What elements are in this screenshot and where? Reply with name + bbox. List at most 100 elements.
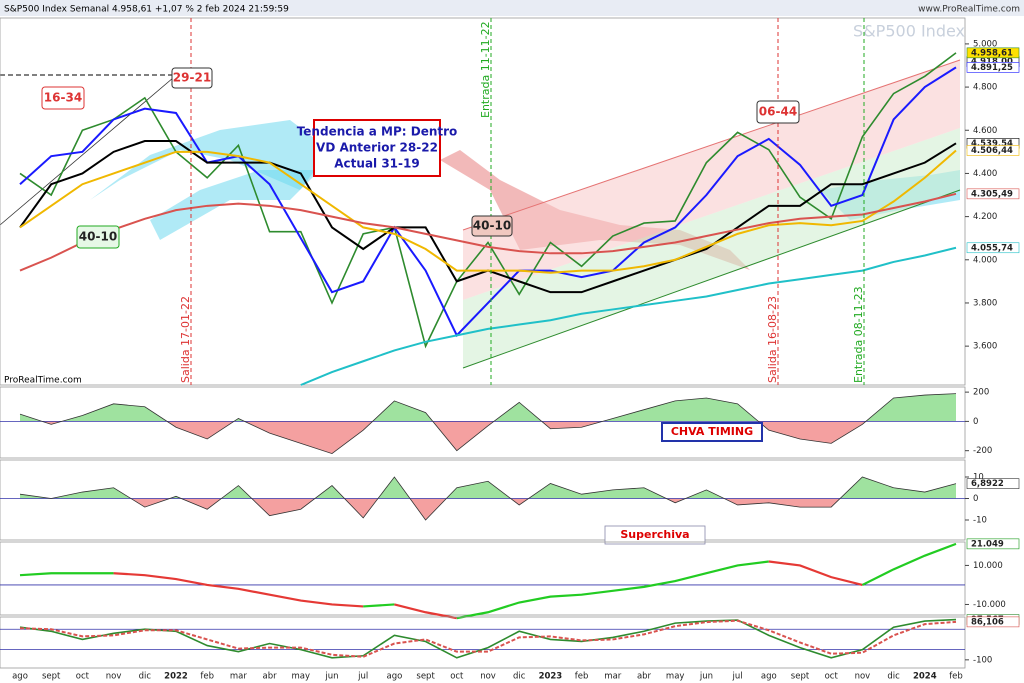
last-value: 86,106 <box>971 617 1004 627</box>
x-tick-label: may <box>292 672 311 682</box>
panel-border <box>0 616 966 669</box>
score-box <box>171 67 213 89</box>
last-value-box <box>966 616 1020 628</box>
x-tick-label: oct <box>76 672 90 682</box>
series-line <box>19 192 957 272</box>
x-tick-label: dic <box>887 672 900 682</box>
signal-label: Entrada 11-11-22 <box>479 21 492 118</box>
last-value: 6,8922 <box>971 479 1004 489</box>
indicator-title: CHVA TIMING <box>671 425 753 438</box>
x-tick-label: mar <box>604 672 621 682</box>
info-box <box>313 119 441 177</box>
indicator-title: Superchiva <box>620 528 689 541</box>
x-tick-label: oct <box>825 672 839 682</box>
x-tick-label: 2023 <box>539 672 563 682</box>
score: 40-10 <box>79 230 117 244</box>
plot: ago sept oct nov dic 2022 feb mar abr may jun jul ag… <box>0 17 1020 682</box>
indicator-line <box>19 393 957 455</box>
last-value-box <box>966 188 1020 200</box>
x-tick-label: 2022 <box>164 672 188 682</box>
last-value: 4.539,54 <box>971 139 1013 149</box>
series-line <box>300 246 957 386</box>
site-short: ProRealTime.com <box>4 376 82 386</box>
signal-label: Entrada 08-11-23 <box>852 286 865 383</box>
panel-border <box>0 17 966 386</box>
info-line: VD Anterior 28-22 <box>316 141 438 155</box>
x-tick-label: mar <box>230 672 247 682</box>
y-tick-label: 3.600 <box>973 342 997 352</box>
trend-line <box>768 560 863 587</box>
x-tick-label: jul <box>732 672 743 682</box>
x-tick-label: nov <box>106 672 122 682</box>
x-tick-label: may <box>666 672 685 682</box>
last-value: 4.055,74 <box>971 243 1013 253</box>
channel-upper <box>463 60 960 300</box>
channel-lower <box>463 128 960 368</box>
score-box <box>756 100 800 124</box>
y-tick-label: -10.000 <box>973 600 1006 610</box>
panel-border <box>0 541 966 616</box>
trend-line <box>861 542 957 586</box>
y-tick-label: -10 <box>973 516 987 526</box>
series-line <box>19 149 957 274</box>
y-tick-label: -100 <box>973 655 992 665</box>
indicator-line <box>19 476 957 521</box>
series-line <box>19 619 957 658</box>
y-tick-label: 10 <box>973 472 984 482</box>
watermark: S&P500 Index <box>853 22 965 41</box>
x-tick-label: abr <box>263 672 278 682</box>
header: S&P500 Index Semanal 4.958,61 +1,07 % 2 … <box>4 5 289 15</box>
last-value: 21.049 <box>971 539 1004 549</box>
x-tick-label: feb <box>949 672 963 682</box>
trend-line <box>0 71 181 226</box>
trend-line <box>394 603 458 620</box>
x-tick-label: jun <box>324 672 338 682</box>
y-tick-label: 4.400 <box>973 169 997 179</box>
last-value-box <box>966 538 1020 550</box>
negative-area <box>42 421 866 454</box>
title-box <box>604 525 706 545</box>
score: 16-34 <box>44 91 82 105</box>
title-box <box>661 422 763 442</box>
last-value-box <box>966 47 1020 59</box>
y-tick-label: 200 <box>973 388 989 398</box>
trend-line <box>363 603 395 608</box>
x-tick-label: ago <box>386 672 402 682</box>
x-tick-label: feb <box>575 672 589 682</box>
info-line: Actual 31-19 <box>334 157 419 171</box>
score: 40-10 <box>473 219 511 233</box>
positive-area <box>20 476 956 499</box>
y-tick-label: 10.000 <box>973 561 1003 571</box>
score: 29-21 <box>173 71 211 85</box>
x-tick-label: dic <box>139 672 152 682</box>
x-tick-label: nov <box>480 672 496 682</box>
last-value-box <box>966 62 1020 73</box>
score-box <box>76 225 120 249</box>
last-value: 4.305,49 <box>971 189 1013 199</box>
last-value: 4.506,44 <box>971 146 1013 156</box>
series-line <box>19 66 957 338</box>
last-value-box <box>966 145 1020 156</box>
y-tick-label: 4.600 <box>973 126 997 136</box>
header-bar <box>0 0 1024 16</box>
x-tick-label: jul <box>357 672 368 682</box>
trend-line <box>19 572 114 577</box>
positive-area <box>20 393 956 422</box>
score: 06-44 <box>759 105 797 119</box>
info-line: Tendencia a MP: Dentro <box>297 125 458 139</box>
signal-label: Salida 17-01-22 <box>179 296 192 383</box>
trend-line <box>456 560 769 620</box>
score-box <box>41 86 85 110</box>
x-tick-label: 2024 <box>913 672 937 682</box>
channel-line <box>462 189 961 369</box>
last-value: 4.958,61 <box>971 48 1013 58</box>
x-tick-label: sept <box>416 672 435 682</box>
y-tick-label: 4.000 <box>973 255 997 265</box>
x-tick-label: jun <box>699 672 713 682</box>
cloud <box>90 120 330 200</box>
last-value: 4.891,25 <box>971 63 1013 73</box>
y-tick-label: 5.000 <box>973 39 997 49</box>
x-tick-label: feb <box>200 672 214 682</box>
x-tick-label: dic <box>513 672 526 682</box>
